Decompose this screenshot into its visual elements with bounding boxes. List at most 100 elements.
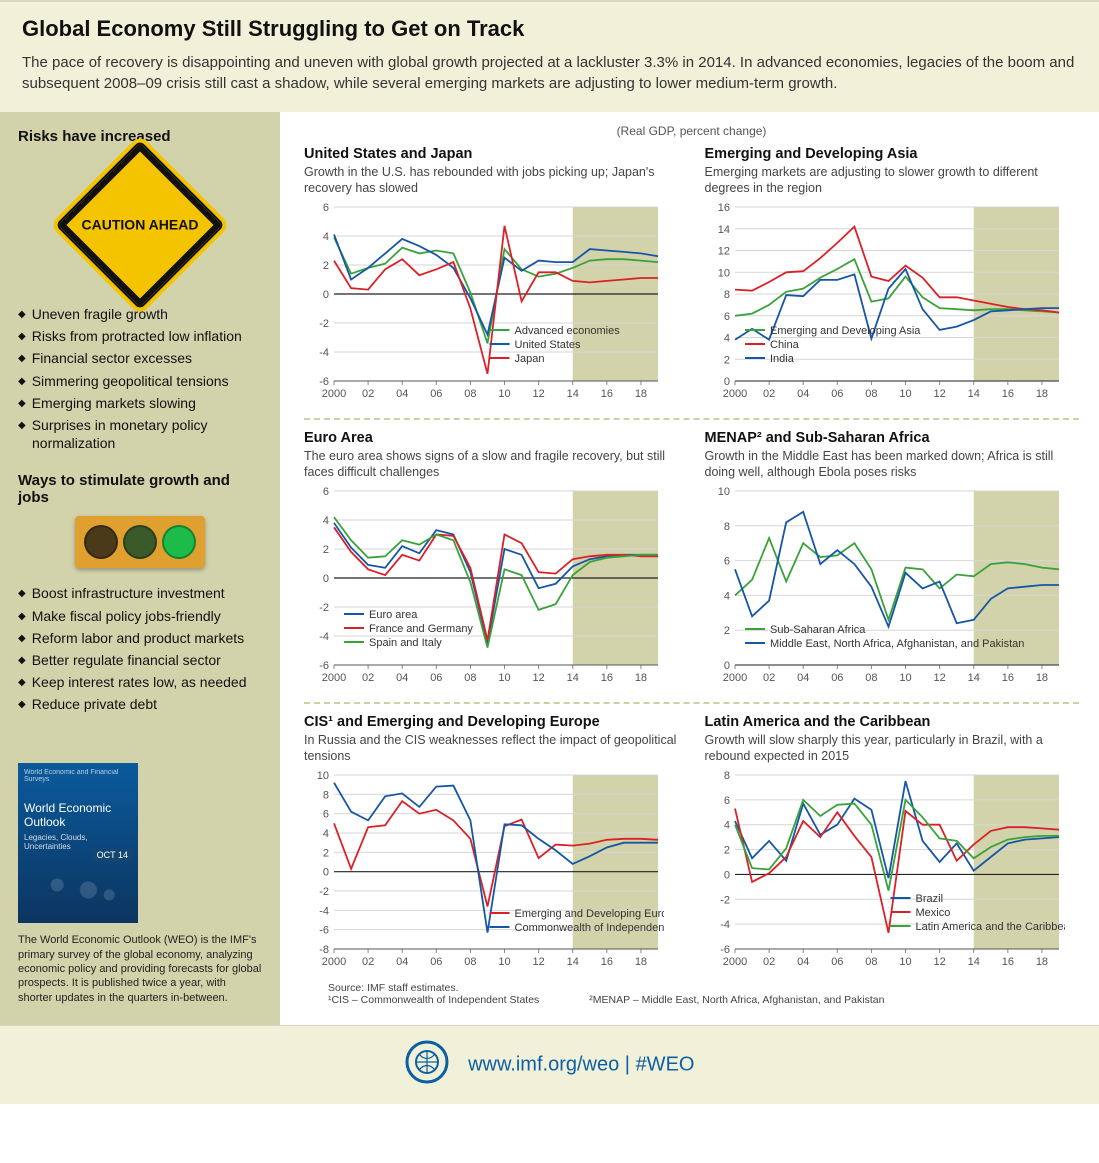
svg-text:02: 02 <box>762 672 774 684</box>
svg-text:12: 12 <box>717 246 729 258</box>
svg-text:Emerging and Developing Europe: Emerging and Developing Europe <box>515 908 664 920</box>
svg-text:18: 18 <box>635 956 647 968</box>
svg-text:08: 08 <box>464 388 476 400</box>
chart-panel-us_japan: United States and JapanGrowth in the U.S… <box>304 146 679 406</box>
source-line: Source: IMF staff estimates. <box>328 982 1079 994</box>
chart-panel-lac: Latin America and the Caribbean Growth wi… <box>705 714 1080 974</box>
chart-us_japan: -6-4-202462000020406081012141618Advanced… <box>304 201 664 401</box>
svg-text:04: 04 <box>797 388 809 400</box>
weo-cover-icon: World Economic and Financial Surveys Wor… <box>18 763 138 923</box>
svg-text:10: 10 <box>717 267 729 279</box>
chart-desc: Growth will slow sharply this year, part… <box>705 733 1080 765</box>
svg-text:China: China <box>770 339 800 351</box>
svg-text:04: 04 <box>797 956 809 968</box>
svg-text:2000: 2000 <box>722 388 746 400</box>
svg-text:Middle East, North Africa, Afg: Middle East, North Africa, Afghanistan, … <box>770 638 1024 650</box>
charts-area: (Real GDP, percent change) United States… <box>280 112 1099 1025</box>
risk-item: Surprises in monetary policy normalizati… <box>18 416 262 452</box>
svg-text:0: 0 <box>323 289 329 301</box>
svg-text:02: 02 <box>362 388 374 400</box>
chart-cis: -8-6-4-202468102000020406081012141618Eme… <box>304 769 664 969</box>
svg-text:16: 16 <box>601 956 613 968</box>
svg-text:10: 10 <box>317 770 329 782</box>
svg-text:United States: United States <box>515 339 582 351</box>
footer-sep: | <box>625 1053 636 1075</box>
svg-text:2000: 2000 <box>322 388 346 400</box>
svg-text:2: 2 <box>323 544 329 556</box>
svg-text:6: 6 <box>323 809 329 821</box>
svg-text:8: 8 <box>723 289 729 301</box>
chart-title: Latin America and the Caribbean <box>705 714 1080 730</box>
svg-text:16: 16 <box>717 202 729 214</box>
svg-text:-2: -2 <box>319 602 329 614</box>
svg-text:12: 12 <box>933 956 945 968</box>
svg-text:2: 2 <box>723 625 729 637</box>
svg-text:4: 4 <box>323 515 329 527</box>
svg-text:10: 10 <box>899 672 911 684</box>
svg-text:18: 18 <box>1035 388 1047 400</box>
ways-list: Boost infrastructure investmentMake fisc… <box>18 584 262 713</box>
svg-text:-2: -2 <box>319 886 329 898</box>
svg-text:Spain and Italy: Spain and Italy <box>369 637 442 649</box>
svg-text:France and Germany: France and Germany <box>369 623 473 635</box>
svg-text:16: 16 <box>601 672 613 684</box>
svg-text:2: 2 <box>723 845 729 857</box>
weo-blurb: The World Economic Outlook (WEO) is the … <box>18 933 262 1004</box>
svg-text:06: 06 <box>430 672 442 684</box>
footnotes: Source: IMF staff estimates. ¹CIS – Comm… <box>304 982 1079 1006</box>
svg-text:14: 14 <box>967 956 979 968</box>
chart-separator <box>304 702 1079 704</box>
svg-text:12: 12 <box>533 672 545 684</box>
svg-text:06: 06 <box>831 956 843 968</box>
svg-text:-6: -6 <box>319 925 329 937</box>
footer-url[interactable]: www.imf.org/weo <box>468 1053 619 1075</box>
svg-text:02: 02 <box>362 956 374 968</box>
way-item: Boost infrastructure investment <box>18 584 262 602</box>
svg-text:14: 14 <box>967 388 979 400</box>
svg-text:4: 4 <box>323 231 329 243</box>
svg-text:-4: -4 <box>319 631 329 643</box>
chart-lac: -6-4-2024682000020406081012141618BrazilM… <box>705 769 1065 969</box>
svg-text:2000: 2000 <box>722 672 746 684</box>
chart-euro: -6-4-202462000020406081012141618Euro are… <box>304 485 664 685</box>
svg-text:12: 12 <box>533 956 545 968</box>
svg-text:04: 04 <box>396 956 408 968</box>
svg-text:Brazil: Brazil <box>915 893 943 905</box>
svg-text:8: 8 <box>323 789 329 801</box>
svg-text:04: 04 <box>396 672 408 684</box>
svg-text:-6: -6 <box>720 944 730 956</box>
svg-text:0: 0 <box>723 376 729 388</box>
svg-text:04: 04 <box>396 388 408 400</box>
svg-text:Sub-Saharan Africa: Sub-Saharan Africa <box>770 624 866 636</box>
chart-panel-asia: Emerging and Developing AsiaEmerging mar… <box>705 146 1080 406</box>
chart-desc: The euro area shows signs of a slow and … <box>304 449 679 481</box>
svg-text:-4: -4 <box>319 905 329 917</box>
risk-item: Risks from protracted low inflation <box>18 327 262 345</box>
footnote-cis: ¹CIS – Commonwealth of Independent State… <box>328 994 539 1006</box>
chart-desc: Growth in the U.S. has rebounded with jo… <box>304 165 679 197</box>
svg-text:6: 6 <box>723 311 729 323</box>
svg-text:06: 06 <box>430 956 442 968</box>
header-band: Global Economy Still Struggling to Get o… <box>0 0 1099 112</box>
intro-text: The pace of recovery is disappointing an… <box>22 52 1077 94</box>
svg-text:Euro area: Euro area <box>369 609 418 621</box>
risk-item: Financial sector excesses <box>18 349 262 367</box>
svg-text:2000: 2000 <box>722 956 746 968</box>
ways-heading: Ways to stimulate growth and jobs <box>18 472 262 506</box>
svg-text:14: 14 <box>717 224 729 236</box>
chart-asia: 02468101214162000020406081012141618Emerg… <box>705 201 1065 401</box>
svg-text:08: 08 <box>464 956 476 968</box>
chart-panel-euro: Euro AreaThe euro area shows signs of a … <box>304 430 679 690</box>
chart-title: Emerging and Developing Asia <box>705 146 1080 162</box>
risks-list: Uneven fragile growthRisks from protract… <box>18 305 262 452</box>
caution-sign: CAUTION AHEAD <box>18 165 262 285</box>
svg-text:4: 4 <box>723 333 729 345</box>
svg-text:14: 14 <box>567 956 579 968</box>
svg-text:4: 4 <box>323 828 329 840</box>
traffic-light-icon <box>75 516 205 568</box>
svg-text:12: 12 <box>933 388 945 400</box>
svg-text:08: 08 <box>865 672 877 684</box>
chart-desc: Growth in the Middle East has been marke… <box>705 449 1080 481</box>
svg-text:-2: -2 <box>319 318 329 330</box>
svg-text:16: 16 <box>1001 672 1013 684</box>
